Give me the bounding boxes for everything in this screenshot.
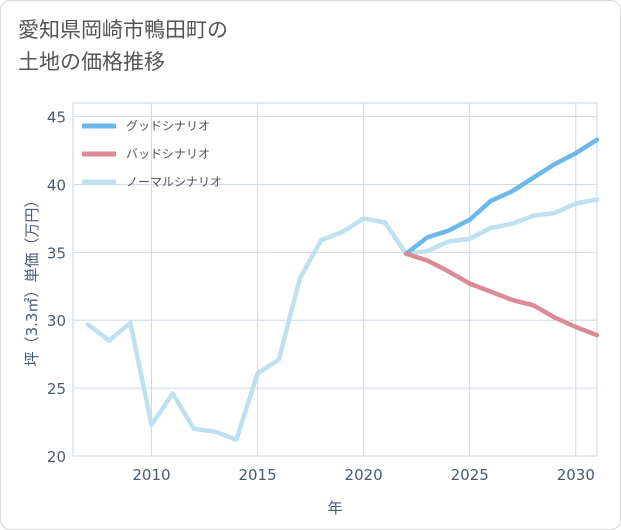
legend-label: ノーマルシナリオ	[126, 175, 222, 189]
x-tick-label: 2015	[238, 466, 276, 484]
x-tick-label: 2030	[557, 466, 595, 484]
series-line-2	[403, 251, 600, 338]
y-axis-label: 坪（3.3㎡）単価（万円）	[23, 193, 41, 367]
x-tick-label: 2025	[451, 466, 489, 484]
chart-title-line-2: 土地の価格推移	[18, 50, 165, 74]
y-tick-label: 30	[47, 312, 66, 330]
chart-title-line-1: 愛知県岡崎市鴨田町の	[18, 18, 228, 42]
chart-title: 愛知県岡崎市鴨田町の 土地の価格推移	[18, 14, 228, 78]
y-tick-label: 35	[47, 244, 66, 262]
y-tick-label: 45	[47, 109, 66, 127]
plot-area	[72, 102, 598, 457]
legend-label: バッドシナリオ	[126, 147, 210, 161]
series-line-3	[85, 197, 600, 442]
legend-label: グッドシナリオ	[126, 119, 210, 133]
x-tick-label: 2020	[345, 466, 383, 484]
series-line-1	[403, 137, 600, 256]
y-tick-label: 25	[47, 380, 66, 398]
y-tick-label: 40	[47, 176, 66, 194]
x-axis-label: 年	[327, 499, 342, 517]
x-tick-label: 2010	[132, 466, 170, 484]
y-tick-label: 20	[47, 448, 66, 466]
